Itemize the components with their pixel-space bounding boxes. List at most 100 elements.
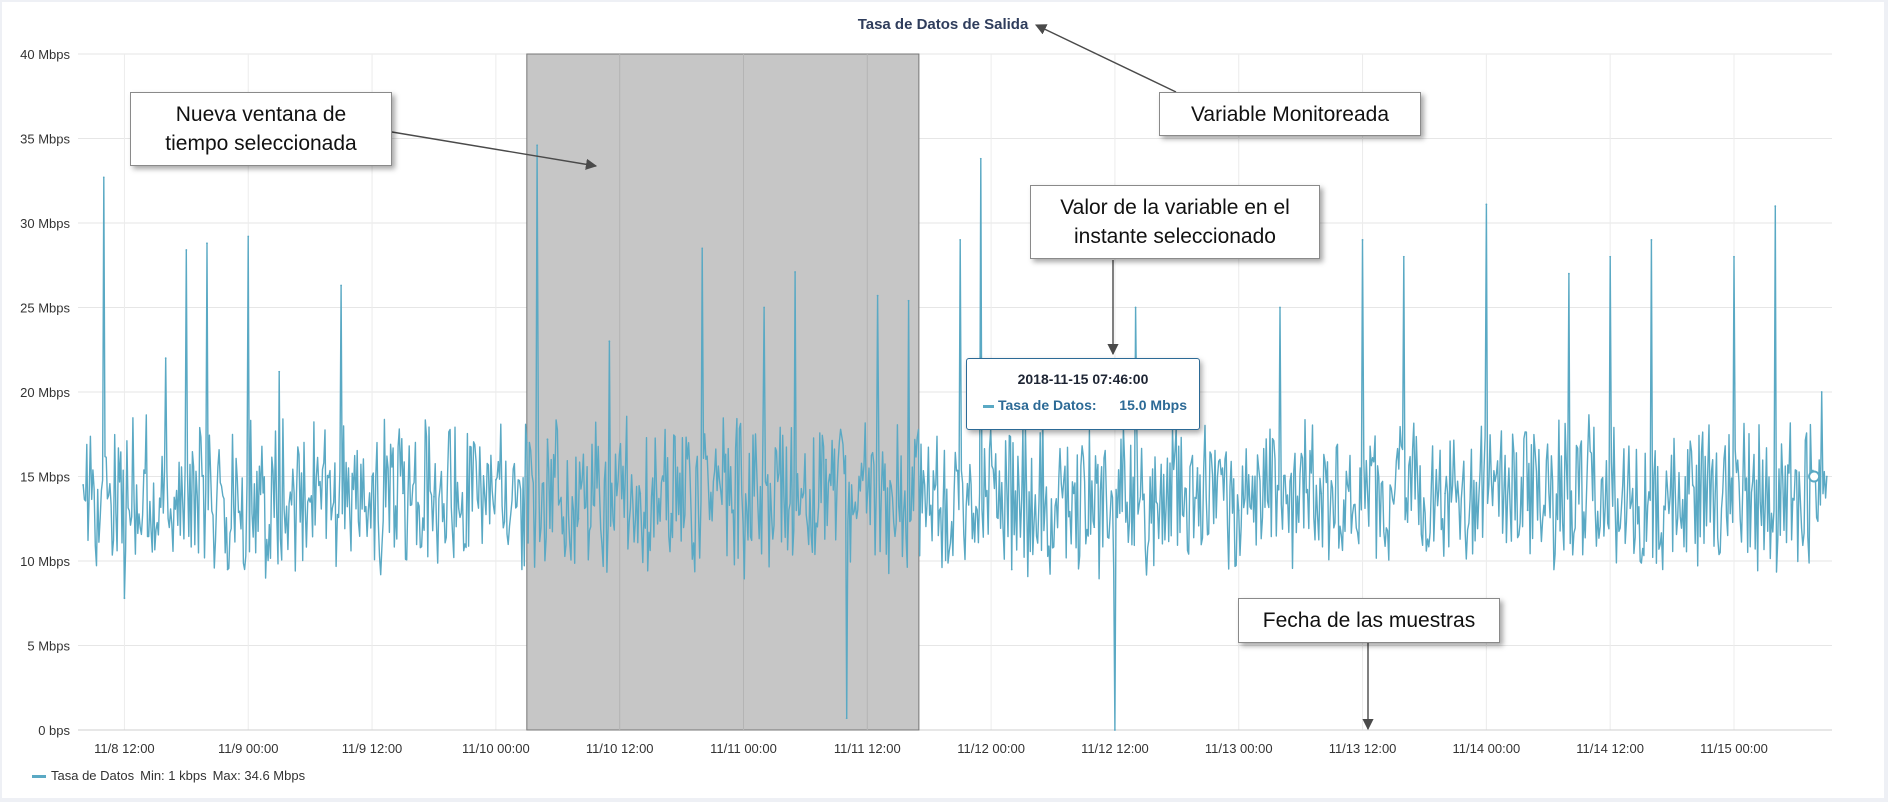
- series-point: [82, 484, 85, 486]
- y-tick-label: 30 Mbps: [20, 216, 70, 231]
- y-tick-label: 10 Mbps: [20, 554, 70, 569]
- series-point: [1010, 568, 1013, 571]
- series-point: [639, 492, 642, 495]
- series-point: [959, 239, 962, 241]
- annotation-arrows: [391, 24, 1374, 731]
- series-point: [1825, 475, 1828, 478]
- x-tick-label: 11/12 00:00: [957, 741, 1025, 756]
- legend-swatch: [32, 775, 46, 779]
- tooltip-date: 2018-11-15 07:46:00: [1017, 371, 1149, 387]
- x-tick-label: 11/10 00:00: [462, 741, 530, 756]
- series-point: [1196, 467, 1199, 469]
- series-point: [247, 235, 250, 238]
- series-point: [123, 597, 126, 600]
- tooltip-value: 15.0 Mbps: [1119, 397, 1187, 413]
- annotation-variable: Variable Monitoreada: [1159, 92, 1421, 136]
- x-tick-label: 11/9 00:00: [218, 741, 278, 756]
- series-point: [670, 512, 673, 515]
- series-point: [1650, 239, 1653, 241]
- series-point: [1093, 526, 1096, 529]
- series-group: [82, 144, 1828, 731]
- arrow-new-window: [391, 131, 598, 170]
- series-point: [979, 157, 982, 160]
- annotation-new-window: Nueva ventana de tiempo seleccionada: [130, 92, 392, 166]
- series-point: [907, 299, 910, 302]
- series-point: [536, 144, 539, 147]
- series-point: [1320, 492, 1323, 495]
- series-point: [144, 472, 146, 475]
- series-point: [206, 242, 208, 245]
- series-point: [1134, 306, 1137, 309]
- arrow-variable: [1034, 24, 1177, 93]
- selection-band-grid: [619, 54, 868, 730]
- y-tick-label: 20 Mbps: [20, 385, 70, 400]
- selection-band[interactable]: [526, 53, 920, 731]
- x-tick-label: 11/8 12:00: [94, 741, 154, 756]
- series-point: [763, 306, 766, 309]
- series-point: [1402, 255, 1405, 258]
- legend-series-name[interactable]: Tasa de Datos: [51, 768, 135, 783]
- series-point: [1444, 492, 1446, 495]
- series-point: [402, 492, 404, 495]
- tooltip-series-swatch: [983, 404, 994, 408]
- series-point: [371, 475, 373, 478]
- series-line: [82, 144, 1828, 731]
- series-point: [278, 370, 281, 373]
- tooltip-series: Tasa de Datos:: [983, 397, 1097, 413]
- series-point: [1072, 492, 1075, 495]
- series-point: [732, 509, 735, 512]
- series-point: [577, 517, 580, 520]
- y-tick-label: 15 Mbps: [20, 470, 70, 485]
- series-point: [1774, 205, 1777, 208]
- series-point: [546, 438, 549, 441]
- series-point: [309, 500, 312, 503]
- y-tick-label: 40 Mbps: [20, 47, 70, 62]
- series-point: [1733, 255, 1735, 258]
- series-point: [1526, 509, 1529, 512]
- series-point: [701, 247, 704, 250]
- x-tick-label: 11/14 12:00: [1576, 741, 1644, 756]
- y-tick-label: 25 Mbps: [20, 301, 70, 316]
- x-tick-label: 11/11 12:00: [834, 741, 901, 756]
- chart-title: Tasa de Datos de Salida: [858, 16, 1029, 33]
- series-point: [938, 509, 941, 512]
- x-tick-label: 11/15 00:00: [1700, 741, 1768, 756]
- series-point: [185, 249, 188, 251]
- series-point: [794, 271, 796, 273]
- series-point: [845, 717, 848, 720]
- series-point: [433, 495, 435, 498]
- tooltip-series-label: Tasa de Datos:: [998, 397, 1097, 413]
- series-point: [1691, 484, 1694, 486]
- series-point: [1820, 391, 1823, 393]
- series-point: [340, 284, 342, 287]
- legend-max: Max: 34.6 Mbps: [212, 768, 306, 783]
- annotation-value: Valor de la variable en el instante sele…: [1030, 185, 1320, 259]
- series-point: [102, 176, 105, 179]
- value-tooltip: 2018-11-15 07:46:00 Tasa de Datos: 15.0 …: [966, 358, 1200, 430]
- series-point: [876, 294, 879, 297]
- y-tick-label: 5 Mbps: [27, 639, 70, 654]
- series-point: [525, 441, 528, 444]
- x-tick-label: 11/11 00:00: [710, 741, 777, 756]
- series-point: [494, 478, 497, 481]
- x-tick-label: 11/13 00:00: [1205, 741, 1273, 756]
- series-point: [226, 568, 229, 571]
- legend[interactable]: Tasa de Datos Min: 1 kbps Max: 34.6 Mbps: [32, 768, 305, 783]
- y-tick-label: 35 Mbps: [20, 132, 70, 147]
- x-tick-label: 11/9 12:00: [342, 741, 402, 756]
- y-axis-ticks: 0 bps 5 Mbps 10 Mbps 15 Mbps 20 Mbps 25 Mbps 3…: [20, 47, 70, 738]
- series-point: [1609, 255, 1612, 258]
- series-point: [608, 340, 611, 343]
- series-point: [1361, 239, 1364, 241]
- series-point: [1237, 509, 1240, 512]
- x-axis-ticks: 11/8 12:00 11/9 00:00 11/9 12:00 11/10 00:0…: [94, 741, 1768, 756]
- legend-min: Min: 1 kbps: [140, 768, 207, 783]
- series-point: [1485, 203, 1488, 206]
- annotation-date: Fecha de las muestras: [1238, 598, 1500, 643]
- x-tick-label: 11/13 12:00: [1329, 741, 1397, 756]
- series-point: [1279, 306, 1281, 309]
- y-tick-label: 0 bps: [38, 723, 70, 738]
- hover-marker: [1808, 470, 1821, 483]
- series-point: [164, 357, 167, 360]
